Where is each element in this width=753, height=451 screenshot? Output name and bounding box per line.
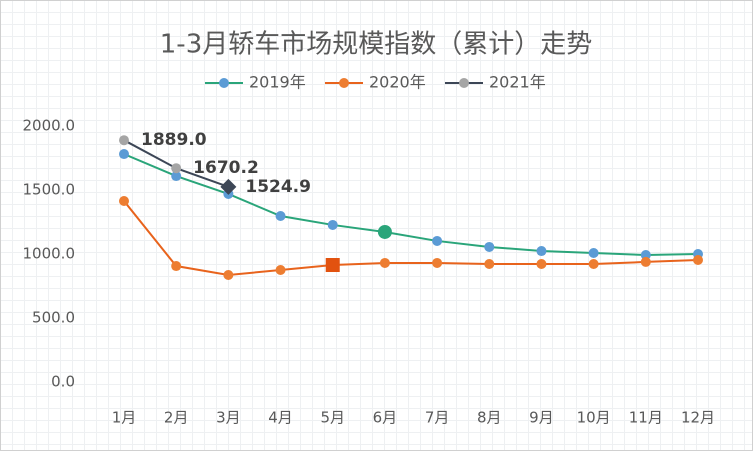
point-marker: [640, 256, 651, 267]
x-tick-label: 12月: [681, 409, 715, 427]
legend-marker: [339, 78, 349, 88]
point-marker: [171, 163, 182, 174]
point-marker: [377, 224, 392, 239]
chart-title: 1-3月轿车市场规模指数（累计）走势: [160, 30, 592, 60]
point-marker: [693, 255, 703, 266]
x-tick-label: 3月: [216, 409, 241, 427]
x-tick-label: 4月: [268, 409, 293, 427]
point-marker: [484, 258, 495, 269]
legend-label: 2021年: [489, 73, 546, 92]
point-marker: [223, 269, 234, 280]
x-tick-label: 7月: [425, 409, 450, 427]
x-tick-label: 6月: [373, 409, 398, 427]
legend-marker: [219, 78, 229, 88]
x-tick-label: 1月: [112, 409, 137, 427]
legend-label: 2020年: [369, 73, 426, 92]
series-line: [123, 153, 699, 257]
point-marker: [275, 210, 286, 221]
legend-marker: [459, 78, 469, 88]
x-tick-label: 5月: [320, 409, 345, 427]
data-label: 1670.2: [193, 158, 259, 178]
point-marker: [171, 261, 182, 272]
point-marker: [432, 257, 443, 268]
y-tick-label: 2000.0: [23, 117, 76, 135]
data-label: 1524.9: [245, 177, 311, 197]
point-marker: [588, 247, 599, 258]
x-tick-label: 9月: [529, 409, 554, 427]
point-marker: [327, 219, 338, 230]
data-label: 1889.0: [141, 130, 207, 150]
y-tick-label: 0.0: [51, 373, 75, 391]
point-marker: [536, 246, 547, 257]
y-tick-label: 500.0: [32, 309, 75, 327]
point-marker: [119, 135, 129, 146]
x-tick-label: 8月: [477, 409, 502, 427]
point-marker: [379, 257, 390, 268]
point-marker: [275, 265, 286, 275]
point-marker: [171, 171, 182, 182]
point-marker: [484, 241, 495, 252]
point-marker: [325, 258, 340, 273]
point-marker: [119, 196, 129, 207]
x-tick-label: 2月: [164, 409, 189, 427]
x-tick-label: 10月: [577, 409, 611, 427]
y-tick-label: 1500.0: [23, 181, 76, 199]
point-marker: [220, 178, 237, 195]
x-tick-label: 11月: [629, 409, 663, 427]
point-marker: [588, 258, 599, 269]
series-line: [123, 200, 699, 277]
point-marker: [536, 258, 547, 269]
point-marker: [432, 235, 443, 246]
point-marker: [119, 149, 129, 160]
point-marker: [640, 250, 651, 261]
legend-label: 2019年: [249, 73, 306, 92]
y-tick-label: 1000.0: [23, 245, 76, 263]
